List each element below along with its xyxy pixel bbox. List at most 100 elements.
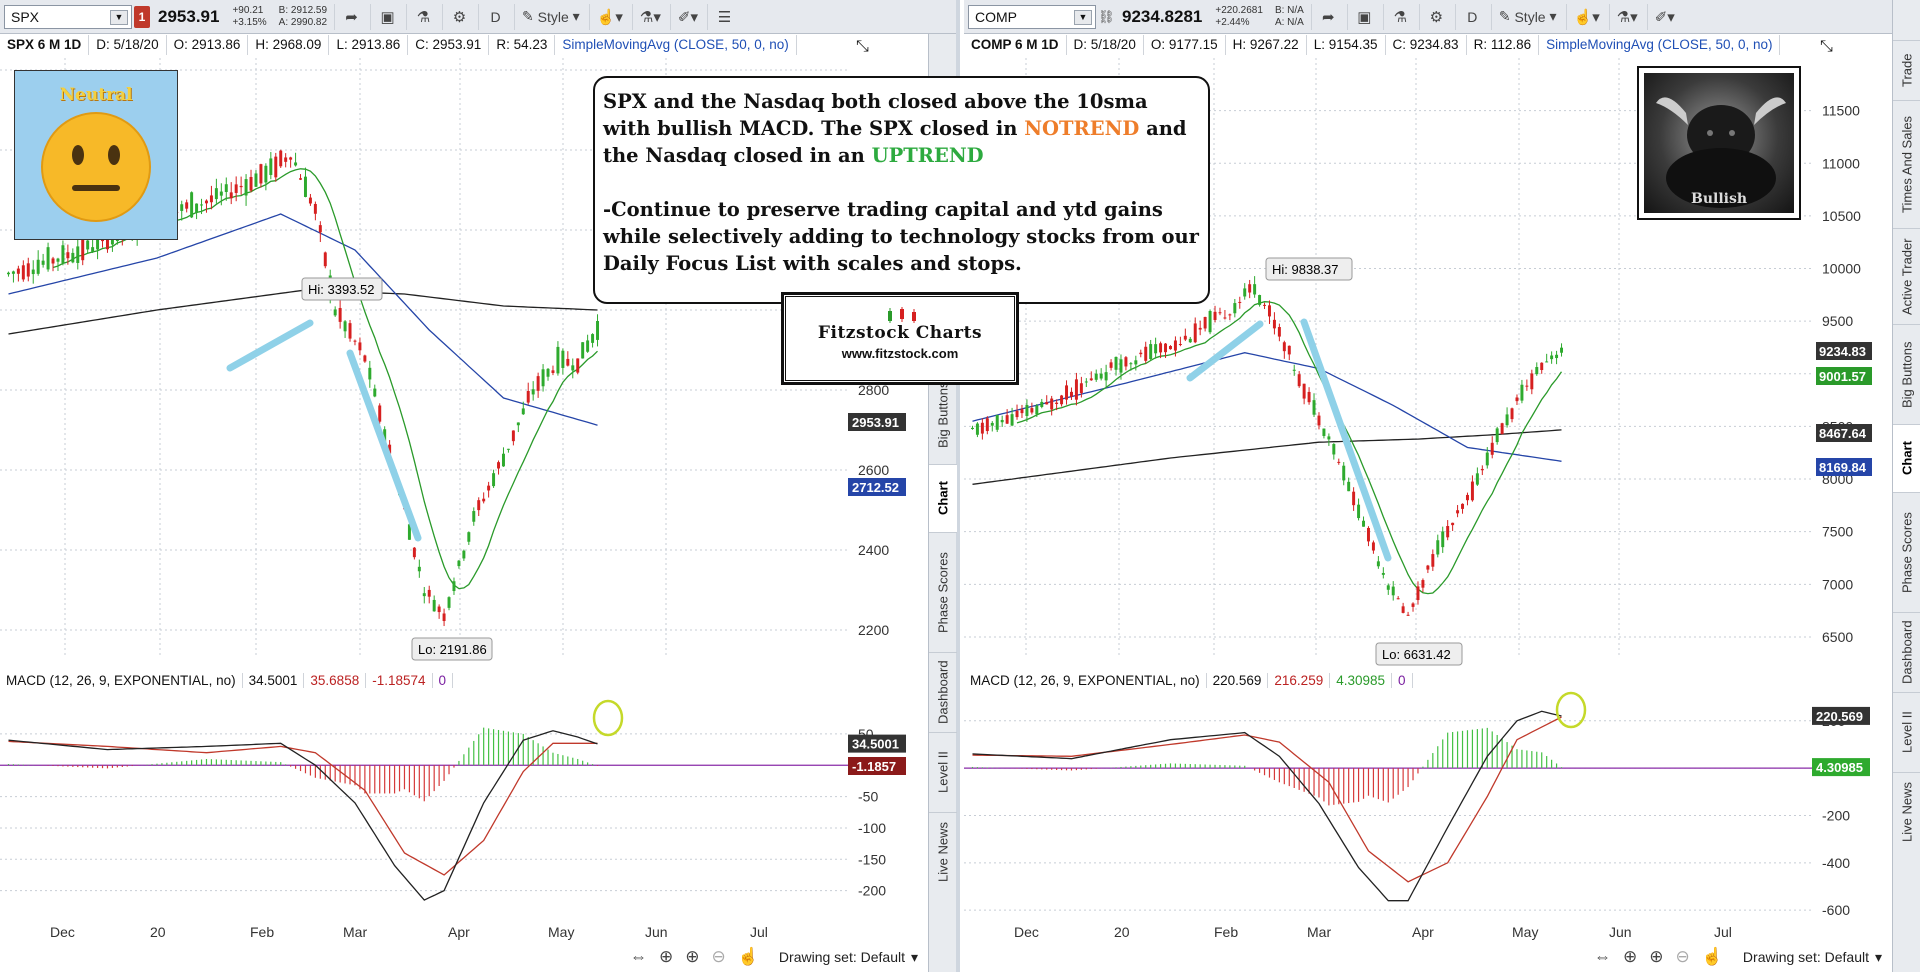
candle-body (229, 192, 233, 199)
gear-icon[interactable]: ⚙ (442, 3, 476, 30)
alert-badge[interactable]: 1 (134, 5, 150, 28)
candle-body (566, 358, 570, 366)
sidetab-level-ii[interactable]: Level II (929, 732, 957, 812)
style-button[interactable]: ✎ Style ▾ (514, 3, 587, 30)
close-label: C: 9234.83 (1386, 35, 1467, 55)
sidetab-phase-scores[interactable]: Phase Scores (1893, 492, 1920, 612)
neutral-face-icon (41, 112, 151, 222)
flask-icon[interactable]: ⚗ (406, 3, 440, 30)
chevron-down-icon[interactable]: ▾ (910, 948, 919, 965)
callout-box (1375, 642, 1463, 666)
candle-body (1550, 355, 1554, 360)
date-label: D: 5/18/20 (1067, 35, 1144, 55)
sidetab-phase-scores[interactable]: Phase Scores (929, 532, 957, 652)
sidetab-trade[interactable]: Trade (1893, 40, 1920, 100)
symbol-selector[interactable]: COMP ▼ (968, 4, 1096, 29)
uptrend-label: UPTREND (871, 144, 984, 167)
sidetab-chart[interactable]: Chart (929, 464, 957, 532)
macd-axis-label: -100 (858, 820, 886, 836)
flask-icon[interactable]: ⚗ (1382, 3, 1417, 30)
last-price-tag: 2953.91 (852, 415, 899, 430)
sidetab-big-buttons[interactable]: Big Buttons (1893, 324, 1920, 424)
pan-hand-icon[interactable]: ☝ (737, 947, 759, 966)
sidetab-live-news[interactable]: Live News (1893, 772, 1920, 852)
zoom-out-icon[interactable]: ⊖ (711, 947, 726, 966)
candle-body (299, 178, 303, 180)
sidetab-dashboard[interactable]: Dashboard (929, 652, 957, 732)
pan-hand-icon[interactable]: ☝ (1701, 947, 1723, 966)
hscroll-icon[interactable]: ⇔ (1594, 947, 1611, 966)
candle-body (1371, 542, 1375, 551)
chevron-down-icon[interactable]: ▼ (110, 9, 128, 25)
candle-body (313, 203, 317, 214)
chevron-down-icon[interactable]: ▾ (1874, 948, 1883, 965)
collapse-icon[interactable]: ⤡ (1820, 38, 1833, 55)
candle-body (96, 235, 100, 250)
collapse-icon[interactable]: ⤡ (856, 38, 869, 55)
candle-body (1079, 383, 1083, 394)
candle-body (556, 346, 560, 374)
candle-body (1188, 338, 1192, 343)
candle-body (36, 259, 40, 274)
link-icon[interactable]: ⛓ (1098, 8, 1115, 24)
style-button[interactable]: ✎ Style ▾ (1490, 3, 1564, 30)
hand-icon[interactable]: ☝▾ (588, 3, 630, 30)
hand-icon[interactable]: ☝▾ (1565, 3, 1607, 30)
drawing-icon[interactable]: ✐▾ (669, 3, 705, 30)
macd-label: MACD (12, 26, 9, EXPONENTIAL, no) (0, 672, 243, 688)
studies-icon[interactable]: ⚗▾ (631, 3, 668, 30)
candle-body (1149, 344, 1153, 360)
sidetab-times-and-sales[interactable]: Times And Sales (1893, 100, 1920, 228)
share-icon[interactable]: ➦ (1310, 3, 1345, 30)
hscroll-icon[interactable]: ⇔ (630, 947, 647, 966)
news-icon[interactable]: ▣ (370, 3, 404, 30)
candle-body (546, 368, 550, 377)
period-button[interactable]: D (1454, 3, 1489, 30)
candle-body (343, 321, 347, 332)
crosshair-icon[interactable]: ⊕ (1623, 947, 1638, 966)
candle-body (180, 204, 184, 211)
crosshair-icon[interactable]: ⊕ (659, 947, 674, 966)
period-button[interactable]: D (478, 3, 512, 30)
style-label: Style (537, 8, 569, 25)
study-label[interactable]: SimpleMovingAvg (CLOSE, 50, 0, no) (555, 35, 797, 55)
sidetab-live-news[interactable]: Live News (929, 812, 957, 892)
candle-body (1005, 415, 1009, 424)
candle-body (1223, 317, 1227, 319)
lo-callout: Lo: 6631.42 (1375, 642, 1463, 666)
zoom-out-icon[interactable]: ⊖ (1675, 947, 1690, 966)
studies-icon[interactable]: ⚗▾ (1608, 3, 1645, 30)
sidetab-level-ii[interactable]: Level II (1893, 692, 1920, 772)
change-value: +90.21 (232, 4, 264, 16)
candle-body (1139, 352, 1143, 355)
candle-body (511, 430, 515, 442)
chart-symbol-label: SPX 6 M 1D (0, 35, 90, 55)
share-icon[interactable]: ➦ (334, 3, 368, 30)
sidetab-active-trader[interactable]: Active Trader (1893, 228, 1920, 324)
left-macd-header: MACD (12, 26, 9, EXPONENTIAL, no) 34.500… (0, 670, 454, 690)
gear-icon[interactable]: ⚙ (1418, 3, 1453, 30)
zoom-in-icon[interactable]: ⊕ (1649, 947, 1664, 966)
sma50-tag: 9001.57 (1819, 369, 1866, 384)
candle-body (1456, 510, 1460, 514)
symbol-selector[interactable]: SPX ▼ (4, 4, 132, 29)
drawing-set-label[interactable]: Drawing set: Default (778, 949, 905, 965)
candle-body (1500, 423, 1504, 435)
drawing-icon[interactable]: ✐▾ (1646, 3, 1682, 30)
last-price: 2953.91 (158, 6, 220, 26)
news-icon[interactable]: ▣ (1346, 3, 1381, 30)
sidetab-dashboard[interactable]: Dashboard (1893, 612, 1920, 692)
open-label: O: 9177.15 (1144, 35, 1226, 55)
candle-body (1000, 419, 1004, 423)
chevron-down-icon[interactable]: ▼ (1074, 9, 1092, 25)
neutral-sentiment-badge: Neutral (14, 70, 178, 240)
study-label[interactable]: SimpleMovingAvg (CLOSE, 50, 0, no) (1539, 35, 1781, 55)
sidetab-chart[interactable]: Chart (1893, 424, 1920, 492)
last-price: 9234.8281 (1122, 6, 1203, 26)
candle-body (452, 581, 456, 592)
zoom-in-icon[interactable]: ⊕ (685, 947, 700, 966)
drawing-set-label[interactable]: Drawing set: Default (1742, 949, 1869, 965)
menu-icon[interactable]: ☰ (707, 3, 741, 30)
